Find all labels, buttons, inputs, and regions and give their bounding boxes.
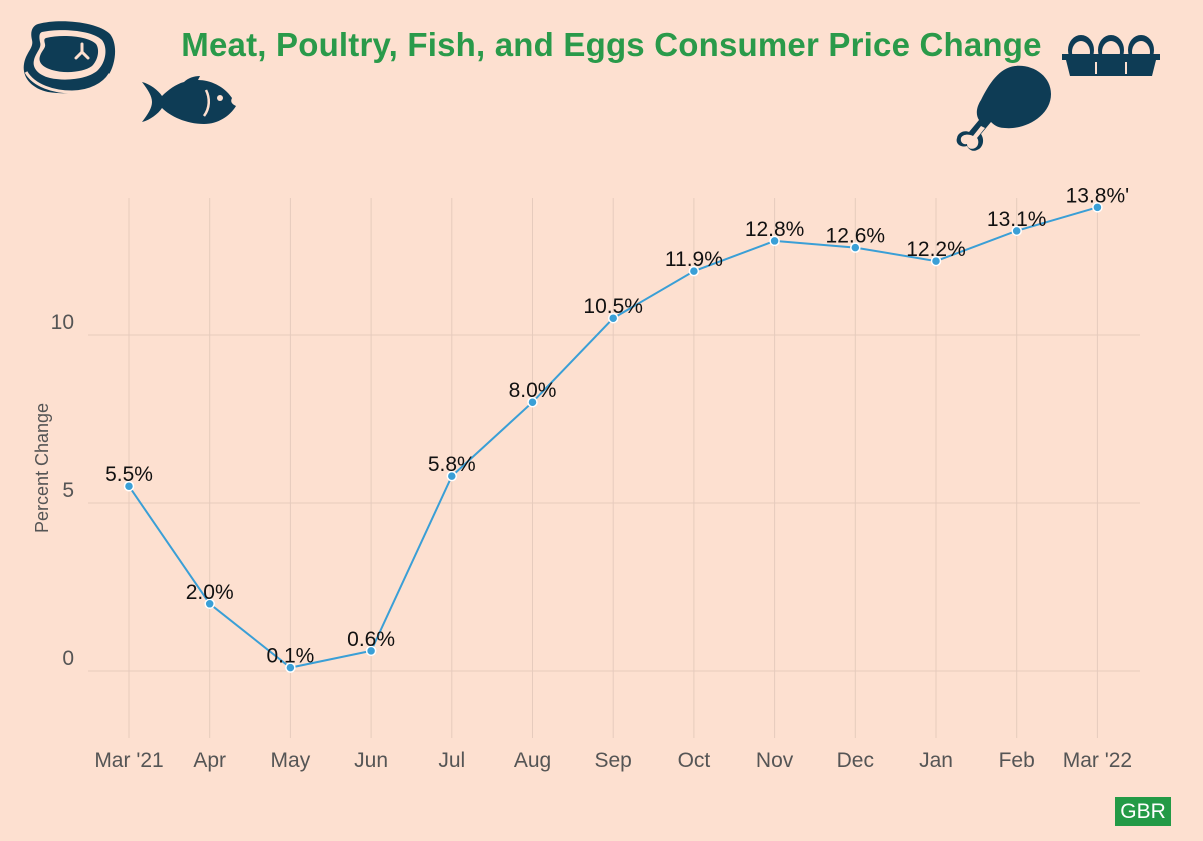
data-label: 11.9% xyxy=(665,248,723,271)
data-label: 5.8% xyxy=(428,453,476,476)
x-tick-label: Aug xyxy=(514,749,551,772)
data-label: 0.1% xyxy=(266,645,314,668)
y-tick-label: 0 xyxy=(62,647,74,670)
data-label: 0.6% xyxy=(347,628,395,651)
data-point xyxy=(123,480,135,492)
data-label: 5.5% xyxy=(105,463,153,486)
data-label: 13.1% xyxy=(987,208,1047,231)
data-point xyxy=(1011,225,1022,237)
data-point xyxy=(930,255,942,267)
x-tick-label: Feb xyxy=(999,749,1035,772)
data-point xyxy=(285,662,296,673)
fish-icon xyxy=(142,76,236,124)
x-tick-label: Jun xyxy=(354,749,388,772)
y-axis-title: Percent Change xyxy=(32,403,52,533)
data-label: 2.0% xyxy=(186,581,234,604)
data-point xyxy=(1092,202,1103,213)
data-label: 12.6% xyxy=(826,225,886,248)
data-points xyxy=(123,202,1103,673)
x-tick-label: Nov xyxy=(756,749,794,772)
x-tick-label: Jul xyxy=(438,749,465,772)
data-label: 12.8% xyxy=(745,218,805,241)
x-axis: Mar '21 Apr May Jun Jul Aug Sep Oct Nov Dec Jan Feb… xyxy=(94,749,1132,772)
chicken-leg-icon xyxy=(956,65,1051,151)
x-tick-label: Jan xyxy=(919,749,953,772)
egg-carton-icon xyxy=(1062,35,1160,76)
data-point xyxy=(527,396,538,408)
x-tick-label: Sep xyxy=(595,749,632,772)
data-labels: 5.5% 2.0% 0.1% 0.6% 5.8% 8.0% 10.5% 11.9% 12.8% 1… xyxy=(105,184,1129,667)
y-axis: 0 5 10 xyxy=(51,311,74,670)
x-tick-label: Mar '21 xyxy=(94,749,163,772)
y-tick-label: 10 xyxy=(51,311,74,334)
data-label: 13.8%' xyxy=(1066,184,1130,207)
data-point xyxy=(446,470,458,482)
data-label: 8.0% xyxy=(509,379,557,402)
data-point xyxy=(850,242,861,253)
x-tick-label: Dec xyxy=(837,749,874,772)
x-tick-label: May xyxy=(271,749,311,772)
data-point xyxy=(769,235,780,247)
data-point xyxy=(688,265,700,277)
data-point xyxy=(365,645,377,657)
x-tick-label: Mar '22 xyxy=(1063,749,1132,772)
x-tick-label: Apr xyxy=(193,749,226,772)
steak-icon xyxy=(23,21,116,94)
data-point xyxy=(204,598,215,610)
chart-title: Meat, Poultry, Fish, and Eggs Consumer P… xyxy=(181,26,1042,63)
grid xyxy=(88,198,1140,738)
data-point xyxy=(607,312,619,324)
y-tick-label: 5 xyxy=(62,479,74,502)
data-label: 10.5% xyxy=(583,295,643,318)
gbr-badge: GBR xyxy=(1115,797,1171,826)
x-tick-label: Oct xyxy=(678,749,711,772)
data-label: 12.2% xyxy=(906,238,966,261)
